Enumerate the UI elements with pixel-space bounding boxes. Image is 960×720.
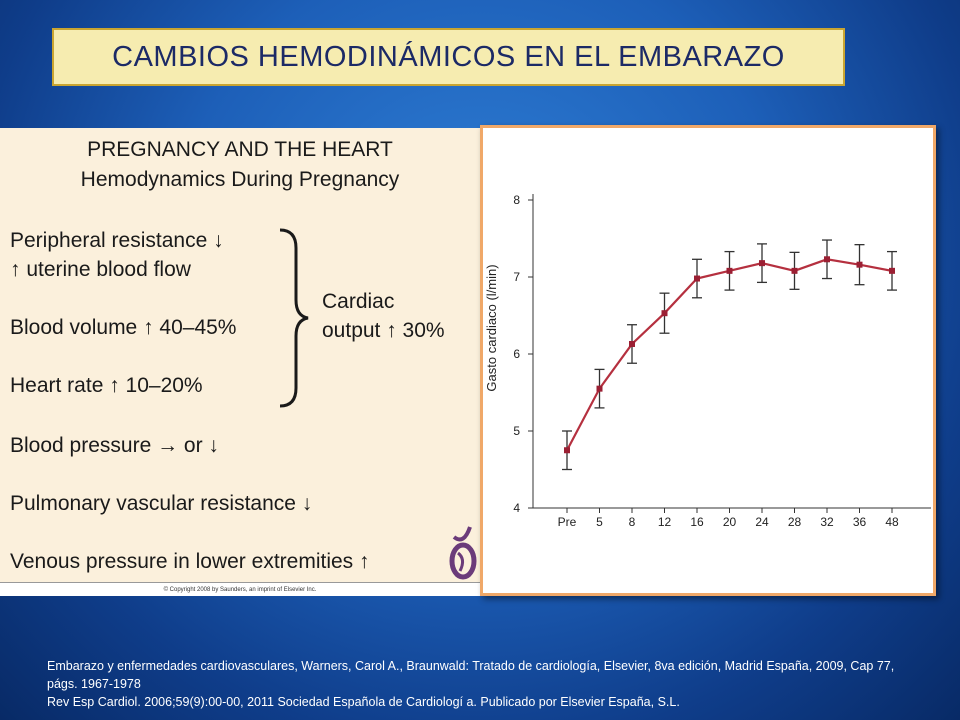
x-tick-label: 28 <box>788 515 802 529</box>
x-tick-label: 8 <box>629 515 636 529</box>
data-point <box>856 261 863 268</box>
slide-title: CAMBIOS HEMODINÁMICOS EN EL EMBARAZO <box>112 40 785 73</box>
data-point <box>694 275 700 282</box>
curly-brace-icon <box>279 228 309 408</box>
panel-subtitle: Hemodynamics During Pregnancy <box>80 168 400 191</box>
publisher-logo-icon <box>449 526 477 580</box>
reference-2: Rev Esp Cardiol. 2006;59(9):00-00, 2011 … <box>47 695 680 709</box>
cardiac-label: Cardiac <box>322 290 395 313</box>
data-point <box>791 267 798 274</box>
data-point <box>726 267 733 274</box>
data-point <box>564 447 570 454</box>
hemodynamics-panel: PREGNANCY AND THE HEART Hemodynamics Dur… <box>0 128 480 596</box>
slide-title-box: CAMBIOS HEMODINÁMICOS EN EL EMBARAZO <box>52 28 845 86</box>
y-tick-label: 8 <box>513 193 520 207</box>
cardiac-output-chart-panel: Gasto cardiaco (l/min) 4 5 6 7 8 Pre 5 8 12 16 20… <box>480 125 936 596</box>
item-venous-pressure: Venous pressure in lower extremities ↑ <box>10 550 370 573</box>
x-tick-label: 20 <box>723 515 737 529</box>
y-tick-label: 6 <box>513 347 520 361</box>
item-pulmonary-vascular-resistance: Pulmonary vascular resistance ↓ <box>10 492 313 515</box>
data-point <box>596 385 603 392</box>
data-point <box>629 340 635 347</box>
x-tick-label: Pre <box>558 515 577 529</box>
item-uterine-blood-flow: ↑ uterine blood flow <box>10 258 191 281</box>
data-point <box>889 267 895 274</box>
x-tick-label: 24 <box>755 515 769 529</box>
y-axis-label: Gasto cardiaco (l/min) <box>484 264 499 391</box>
x-tick-label: 36 <box>853 515 867 529</box>
item-blood-volume: Blood volume ↑ 40–45% <box>10 316 237 339</box>
y-tick-label: 4 <box>513 501 520 515</box>
x-tick-label: 32 <box>820 515 834 529</box>
x-tick-label: 48 <box>885 515 899 529</box>
y-tick-label: 5 <box>513 424 520 438</box>
y-tick-label: 7 <box>513 270 520 284</box>
x-tick-label: 12 <box>658 515 672 529</box>
item-peripheral-resistance: Peripheral resistance ↓ <box>10 229 224 252</box>
x-tick-label: 5 <box>596 515 603 529</box>
references: Embarazo y enfermedades cardiovasculares… <box>47 657 927 711</box>
cardiac-output-chart: Gasto cardiaco (l/min) 4 5 6 7 8 Pre 5 8 12 16 20… <box>484 193 931 529</box>
data-point <box>824 256 830 263</box>
copyright-notice: © Copyright 2008 by Saunders, an imprint… <box>0 582 480 596</box>
reference-1: Embarazo y enfermedades cardiovasculares… <box>47 659 895 691</box>
item-heart-rate: Heart rate ↑ 10–20% <box>10 374 203 397</box>
panel-title: PREGNANCY AND THE HEART <box>87 138 393 161</box>
item-blood-pressure: Blood pressure → or ↓ <box>10 434 219 457</box>
x-tick-label: 16 <box>690 515 704 529</box>
data-point <box>759 260 765 267</box>
data-point <box>661 310 668 317</box>
cardiac-output-label: output ↑ 30% <box>322 319 445 342</box>
